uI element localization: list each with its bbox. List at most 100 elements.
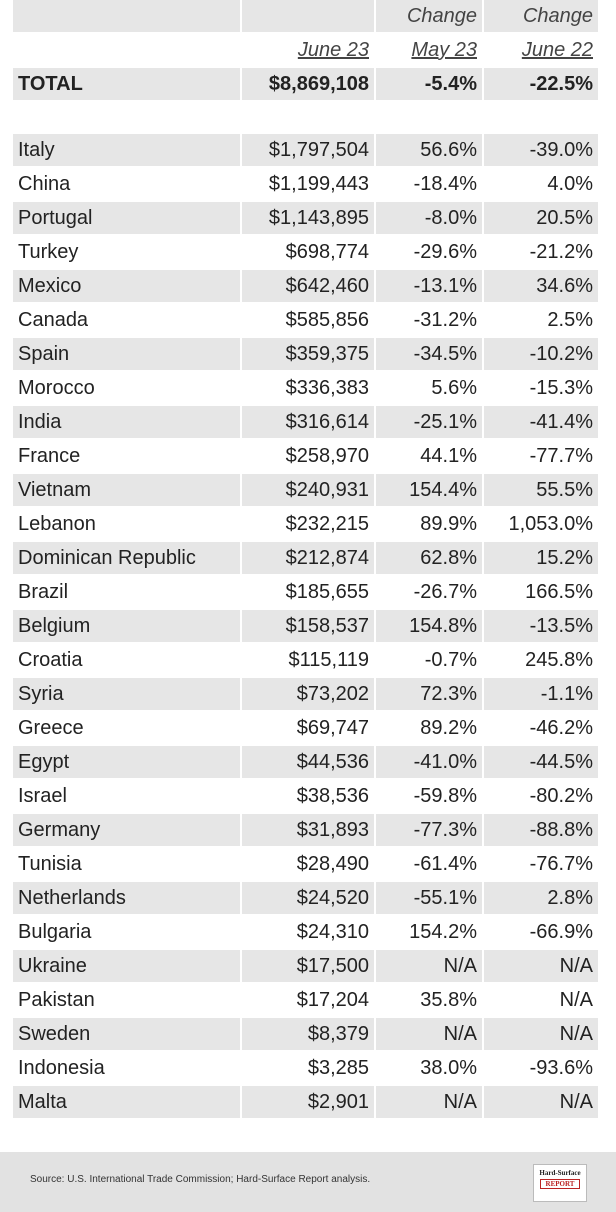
country-cell: Malta: [13, 1086, 240, 1118]
header-cell: [242, 0, 374, 32]
header-cell: [13, 34, 240, 66]
country-cell: Croatia: [18, 649, 83, 671]
value-cell: -66.9%: [529, 921, 593, 943]
value-cell: 38.0%: [420, 1057, 477, 1079]
country-cell: China: [18, 173, 71, 195]
value-cell: $232,215: [285, 513, 369, 535]
value-cell: 4.0%: [547, 173, 593, 195]
value-cell: 89.9%: [420, 513, 477, 535]
value-cell: 154.2%: [409, 921, 477, 943]
value-cell: $585,856: [285, 309, 369, 331]
value-cell: $8,379: [242, 1018, 374, 1050]
value-cell: $38,536: [296, 785, 369, 807]
value-cell: -10.2%: [484, 338, 598, 370]
value-cell: -15.3%: [529, 377, 593, 399]
value-cell: -25.1%: [376, 406, 482, 438]
value-cell: -18.4%: [413, 173, 477, 195]
footer: Source: U.S. International Trade Commiss…: [0, 1152, 616, 1212]
value-cell: 56.6%: [376, 134, 482, 166]
value-cell: -77.7%: [529, 445, 593, 467]
country-cell: Lebanon: [18, 513, 96, 535]
source-note: Source: U.S. International Trade Commiss…: [30, 1174, 371, 1185]
value-cell: N/A: [376, 950, 482, 982]
country-cell: Turkey: [18, 241, 79, 263]
value-cell: N/A: [376, 1086, 482, 1118]
value-cell: $240,931: [242, 474, 374, 506]
value-cell: $359,375: [242, 338, 374, 370]
value-cell: 154.4%: [376, 474, 482, 506]
value-cell: 5.6%: [431, 377, 477, 399]
value-cell: 44.1%: [420, 445, 477, 467]
value-cell: $3,285: [307, 1057, 369, 1079]
value-cell: $1,797,504: [242, 134, 374, 166]
country-cell: Indonesia: [18, 1057, 105, 1079]
country-cell: Mexico: [13, 270, 240, 302]
value-cell: $24,520: [242, 882, 374, 914]
country-cell: Sweden: [13, 1018, 240, 1050]
country-cell: Israel: [18, 785, 67, 807]
value-cell: $698,774: [285, 241, 369, 263]
value-cell: -31.2%: [413, 309, 477, 331]
value-cell: N/A: [484, 1086, 598, 1118]
value-cell: 72.3%: [376, 678, 482, 710]
value-cell: 20.5%: [484, 202, 598, 234]
value-cell: -76.7%: [529, 853, 593, 875]
value-cell: -21.2%: [529, 241, 593, 263]
value-cell: -93.6%: [529, 1057, 593, 1079]
value-cell: $2,901: [242, 1086, 374, 1118]
value-cell: 15.2%: [484, 542, 598, 574]
logo: Hard-Surface REPORT: [533, 1164, 587, 1202]
value-cell: -46.2%: [529, 717, 593, 739]
value-cell: 2.5%: [547, 309, 593, 331]
country-cell: Morocco: [18, 377, 95, 399]
value-cell: -34.5%: [376, 338, 482, 370]
country-cell: Brazil: [18, 581, 69, 603]
value-cell: $336,383: [285, 377, 369, 399]
value-cell: -0.7%: [424, 649, 477, 671]
value-cell: -55.1%: [376, 882, 482, 914]
value-cell: $24,310: [296, 921, 369, 943]
value-cell: $185,655: [285, 581, 369, 603]
value-cell: $642,460: [242, 270, 374, 302]
country-cell: Greece: [18, 717, 84, 739]
country-cell: Syria: [13, 678, 240, 710]
total-cell: -5.4%: [376, 68, 482, 100]
value-cell: -13.5%: [484, 610, 598, 642]
country-cell: Belgium: [13, 610, 240, 642]
country-cell: Dominican Republic: [13, 542, 240, 574]
value-cell: 245.8%: [525, 649, 593, 671]
country-cell: Vietnam: [13, 474, 240, 506]
value-cell: $1,143,895: [242, 202, 374, 234]
value-cell: -13.1%: [376, 270, 482, 302]
country-cell: Egypt: [13, 746, 240, 778]
country-cell: Canada: [18, 309, 89, 331]
period-label: June 23: [297, 39, 369, 61]
header-label: Change: [484, 0, 598, 32]
total-cell: TOTAL: [13, 68, 240, 100]
value-cell: 154.8%: [376, 610, 482, 642]
value-cell: -1.1%: [484, 678, 598, 710]
logo-title: Hard-Surface: [539, 1169, 581, 1177]
value-cell: $73,202: [242, 678, 374, 710]
country-cell: Bulgaria: [18, 921, 92, 943]
value-cell: N/A: [376, 1018, 482, 1050]
country-cell: Germany: [13, 814, 240, 846]
value-cell: -77.3%: [376, 814, 482, 846]
value-cell: -8.0%: [376, 202, 482, 234]
header-label: Change: [376, 0, 482, 32]
value-cell: $212,874: [242, 542, 374, 574]
value-cell: -59.8%: [413, 785, 477, 807]
country-cell: Portugal: [13, 202, 240, 234]
logo-subtitle: REPORT: [540, 1179, 580, 1189]
country-cell: Netherlands: [13, 882, 240, 914]
value-cell: $28,490: [296, 853, 369, 875]
value-cell: 62.8%: [376, 542, 482, 574]
value-cell: $44,536: [242, 746, 374, 778]
value-cell: N/A: [484, 950, 598, 982]
value-cell: -44.5%: [484, 746, 598, 778]
country-cell: Italy: [13, 134, 240, 166]
value-cell: N/A: [484, 1018, 598, 1050]
value-cell: -88.8%: [484, 814, 598, 846]
header-cell: [13, 0, 240, 32]
